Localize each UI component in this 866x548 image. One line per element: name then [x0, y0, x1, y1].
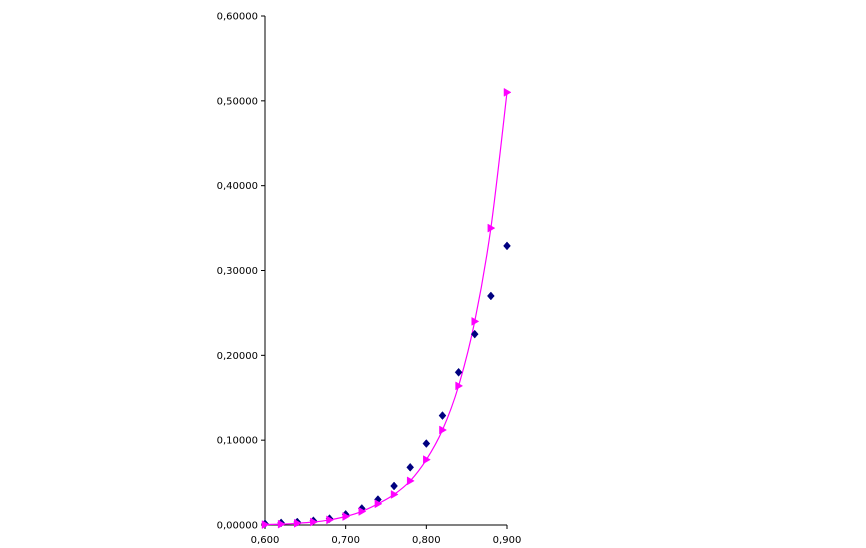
series-2-point [261, 520, 270, 530]
series-2-point [423, 455, 431, 465]
x-tick-label: 0,700 [331, 535, 360, 546]
series-2-point [374, 499, 383, 509]
series-1-point [470, 329, 479, 339]
series-1-point [454, 367, 463, 377]
x-axis: 0,600 0,700 0,800 0,900 [251, 524, 522, 546]
y-tick-label: 0,40000 [217, 181, 258, 192]
y-tick-label: 0,10000 [217, 436, 258, 447]
series-1-point [406, 462, 415, 472]
series-2-point [277, 519, 286, 529]
series-2-point [390, 490, 399, 499]
series-2-point [310, 517, 318, 527]
series-2-point [471, 316, 480, 326]
series-2-point [487, 223, 496, 233]
series-2-point [406, 476, 415, 486]
series-2-point [358, 506, 367, 516]
series-1-point [503, 241, 511, 251]
series-1-point [487, 291, 495, 301]
series-markers [261, 87, 512, 530]
y-axis: 0,00000 0,10000 0,20000 0,30000 0,40000 0,500… [217, 12, 266, 532]
y-tick-label: 0,30000 [217, 266, 258, 277]
y-tick-label: 0,00000 [217, 521, 258, 532]
series-2-point [326, 515, 335, 525]
series-1-point [438, 411, 447, 420]
series-2-point [439, 425, 447, 435]
series-1-point [422, 439, 431, 448]
x-tick-label: 0,800 [412, 535, 441, 546]
series-2-line [264, 92, 508, 526]
y-tick-label: 0,60000 [217, 12, 258, 23]
series-1-point [390, 481, 398, 491]
y-tick-label: 0,50000 [217, 96, 258, 107]
series-lines [264, 92, 508, 526]
series-2-point [294, 518, 302, 528]
x-tick-label: 0,600 [251, 535, 280, 546]
x-tick-label: 0,900 [493, 535, 522, 546]
series-2-point [455, 381, 464, 391]
series-2-point [342, 512, 351, 521]
y-tick-label: 0,20000 [217, 351, 258, 362]
series-2-point [503, 87, 512, 97]
